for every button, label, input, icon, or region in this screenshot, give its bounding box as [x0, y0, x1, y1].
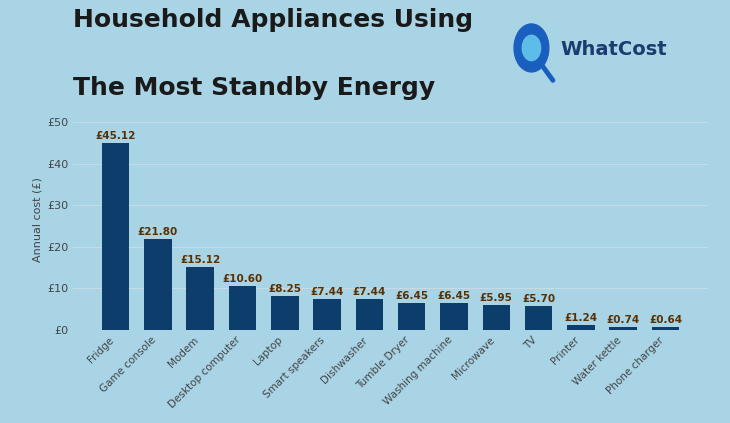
- Bar: [102, 143, 129, 330]
- Text: £1.24: £1.24: [564, 313, 597, 323]
- Text: £0.74: £0.74: [607, 315, 639, 325]
- Y-axis label: Annual cost (£): Annual cost (£): [33, 178, 43, 262]
- Bar: [356, 299, 383, 330]
- Bar: [144, 239, 172, 330]
- Text: £6.45: £6.45: [437, 291, 471, 301]
- Bar: [440, 303, 468, 330]
- Text: £15.12: £15.12: [180, 255, 220, 265]
- Text: £6.45: £6.45: [395, 291, 429, 301]
- Text: £8.25: £8.25: [269, 284, 301, 294]
- Text: £5.95: £5.95: [480, 293, 512, 303]
- Text: £7.44: £7.44: [310, 287, 344, 297]
- Text: WhatCost: WhatCost: [560, 40, 666, 59]
- Circle shape: [514, 24, 549, 72]
- Bar: [567, 325, 595, 330]
- Text: £45.12: £45.12: [96, 131, 136, 140]
- Text: £10.60: £10.60: [223, 274, 263, 284]
- Text: £7.44: £7.44: [353, 287, 386, 297]
- Bar: [228, 286, 256, 330]
- Text: The Most Standby Energy: The Most Standby Energy: [73, 76, 435, 100]
- Bar: [186, 267, 214, 330]
- Text: £5.70: £5.70: [522, 294, 555, 304]
- Bar: [271, 296, 299, 330]
- Text: Household Appliances Using: Household Appliances Using: [73, 8, 473, 33]
- Bar: [483, 305, 510, 330]
- Bar: [610, 327, 637, 330]
- Bar: [652, 327, 679, 330]
- Text: £0.64: £0.64: [649, 315, 682, 325]
- Text: £21.80: £21.80: [138, 228, 178, 237]
- Bar: [398, 303, 426, 330]
- Bar: [525, 306, 553, 330]
- Bar: [313, 299, 341, 330]
- Circle shape: [522, 35, 541, 60]
